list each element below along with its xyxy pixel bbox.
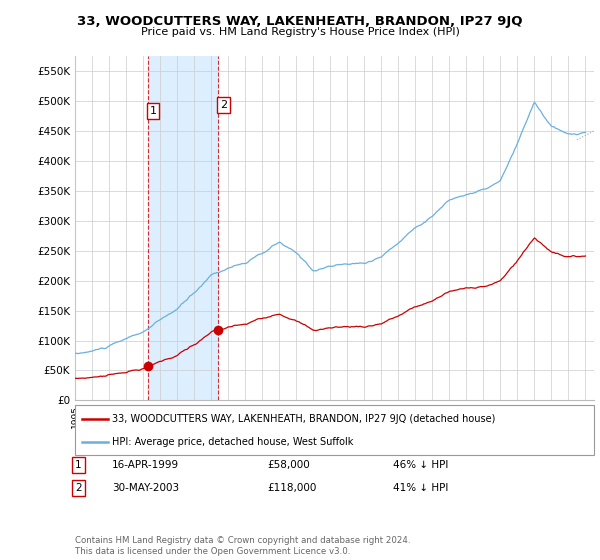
- Text: 1: 1: [75, 460, 82, 470]
- Text: 41% ↓ HPI: 41% ↓ HPI: [393, 483, 448, 493]
- Text: 33, WOODCUTTERS WAY, LAKENHEATH, BRANDON, IP27 9JQ: 33, WOODCUTTERS WAY, LAKENHEATH, BRANDON…: [77, 15, 523, 27]
- Text: 2: 2: [75, 483, 82, 493]
- Text: 30-MAY-2003: 30-MAY-2003: [112, 483, 179, 493]
- Text: 1: 1: [150, 106, 157, 116]
- Text: Contains HM Land Registry data © Crown copyright and database right 2024.
This d: Contains HM Land Registry data © Crown c…: [75, 536, 410, 556]
- Text: 2: 2: [220, 100, 227, 110]
- Text: £118,000: £118,000: [267, 483, 316, 493]
- Text: Price paid vs. HM Land Registry's House Price Index (HPI): Price paid vs. HM Land Registry's House …: [140, 27, 460, 37]
- Text: HPI: Average price, detached house, West Suffolk: HPI: Average price, detached house, West…: [112, 437, 353, 447]
- Text: 33, WOODCUTTERS WAY, LAKENHEATH, BRANDON, IP27 9JQ (detached house): 33, WOODCUTTERS WAY, LAKENHEATH, BRANDON…: [112, 414, 496, 424]
- Bar: [148, 56, 218, 400]
- Text: 46% ↓ HPI: 46% ↓ HPI: [393, 460, 448, 470]
- Text: 16-APR-1999: 16-APR-1999: [112, 460, 179, 470]
- Text: £58,000: £58,000: [267, 460, 310, 470]
